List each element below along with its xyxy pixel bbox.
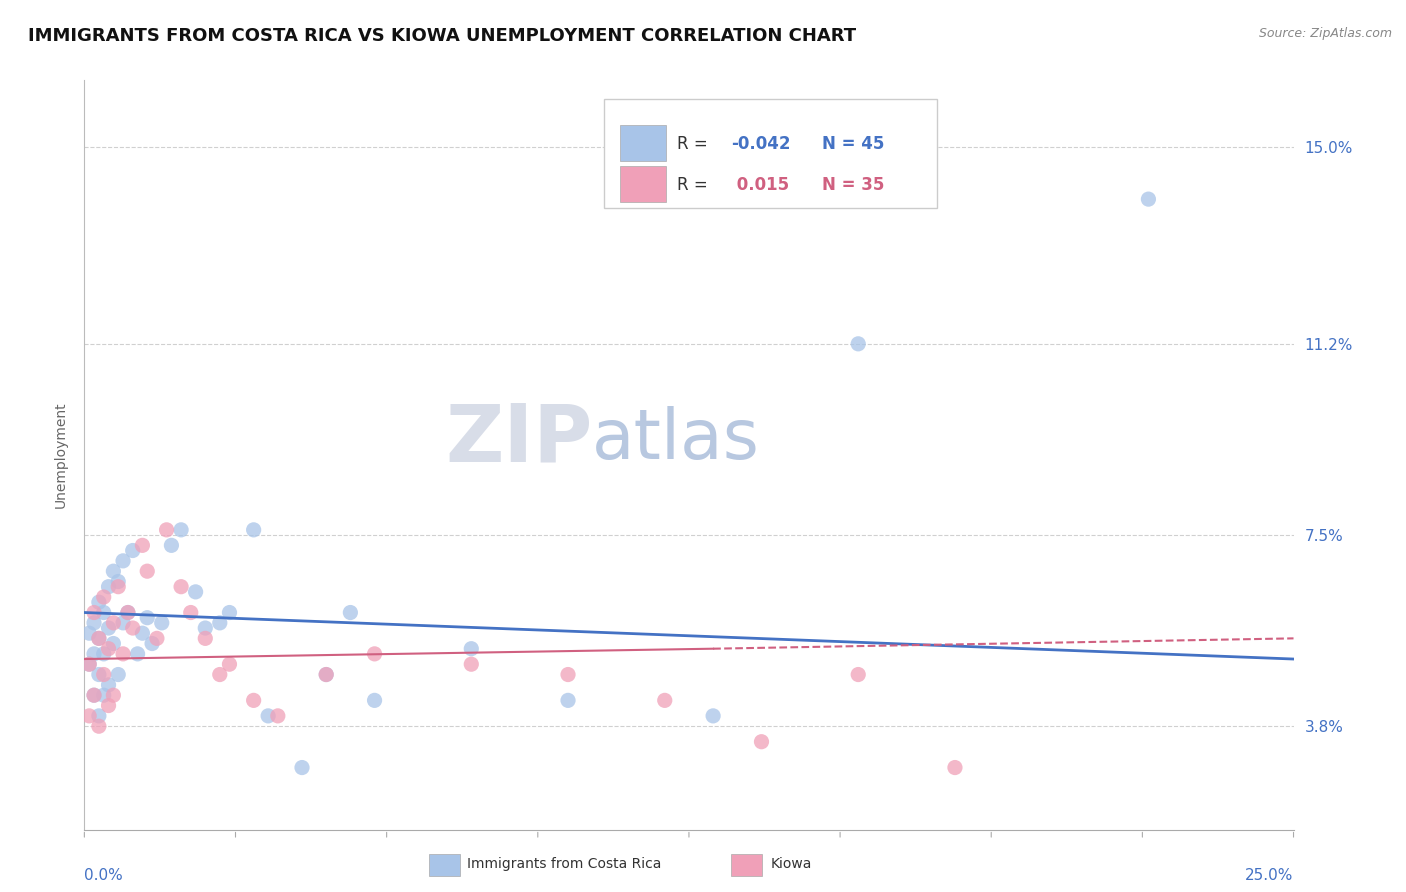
Point [83, 606, 105, 620]
Point [93, 606, 115, 620]
Point [208, 615, 231, 630]
FancyBboxPatch shape [620, 167, 666, 202]
Point [170, 523, 193, 537]
Point [460, 657, 482, 672]
Point [103, 688, 125, 702]
Point [141, 636, 163, 650]
Point [160, 538, 183, 552]
Text: Source: ZipAtlas.com: Source: ZipAtlas.com [1258, 27, 1392, 40]
Text: 0.0%: 0.0% [84, 869, 124, 883]
Point [83, 688, 105, 702]
Point [218, 657, 240, 672]
Y-axis label: Unemployment: Unemployment [53, 401, 67, 508]
Point [87, 632, 110, 646]
Point [87, 667, 110, 681]
Point [315, 667, 337, 681]
Point [146, 632, 169, 646]
Point [339, 606, 361, 620]
Point [136, 564, 159, 578]
Point [77, 626, 100, 640]
Point [87, 632, 110, 646]
Point [218, 606, 240, 620]
Text: N = 35: N = 35 [823, 177, 884, 194]
Point [121, 543, 143, 558]
Point [112, 615, 135, 630]
Point [77, 709, 100, 723]
Text: IMMIGRANTS FROM COSTA RICA VS KIOWA UNEMPLOYMENT CORRELATION CHART: IMMIGRANTS FROM COSTA RICA VS KIOWA UNEM… [28, 27, 856, 45]
Point [93, 667, 115, 681]
Point [131, 538, 153, 552]
Point [77, 657, 100, 672]
Point [267, 709, 290, 723]
Point [97, 678, 120, 692]
Point [131, 626, 153, 640]
Point [363, 693, 385, 707]
Point [751, 735, 773, 749]
Point [194, 632, 217, 646]
Text: ZIP: ZIP [444, 401, 592, 479]
Text: 0.015: 0.015 [731, 177, 789, 194]
Point [93, 590, 115, 604]
Point [87, 719, 110, 733]
Text: R =: R = [676, 177, 713, 194]
Point [112, 647, 135, 661]
Point [557, 693, 579, 707]
Point [242, 693, 264, 707]
Point [83, 688, 105, 702]
Point [208, 667, 231, 681]
Point [103, 564, 125, 578]
Point [257, 709, 280, 723]
Text: 25.0%: 25.0% [1246, 869, 1294, 883]
Point [155, 523, 177, 537]
Point [103, 615, 125, 630]
Point [150, 615, 173, 630]
Point [194, 621, 217, 635]
Point [654, 693, 676, 707]
Point [87, 595, 110, 609]
Text: R =: R = [676, 135, 713, 153]
Point [93, 688, 115, 702]
Point [180, 606, 202, 620]
Point [242, 523, 264, 537]
Point [107, 580, 129, 594]
Point [460, 641, 482, 656]
Point [846, 336, 869, 351]
Point [87, 709, 110, 723]
FancyBboxPatch shape [605, 99, 936, 208]
Point [107, 667, 129, 681]
Text: -0.042: -0.042 [731, 135, 790, 153]
Point [170, 580, 193, 594]
Text: Immigrants from Costa Rica: Immigrants from Costa Rica [467, 857, 661, 871]
Point [97, 621, 120, 635]
Point [702, 709, 724, 723]
Point [117, 606, 139, 620]
Point [97, 698, 120, 713]
Point [103, 636, 125, 650]
Point [93, 647, 115, 661]
Point [77, 657, 100, 672]
Point [97, 641, 120, 656]
Point [117, 606, 139, 620]
Point [846, 667, 869, 681]
Point [112, 554, 135, 568]
Point [184, 585, 207, 599]
Point [97, 580, 120, 594]
Point [315, 667, 337, 681]
Text: atlas: atlas [592, 407, 761, 474]
Point [127, 647, 149, 661]
Point [83, 647, 105, 661]
Point [121, 621, 143, 635]
Text: Kiowa: Kiowa [770, 857, 811, 871]
Point [136, 610, 159, 624]
Point [1137, 192, 1160, 206]
FancyBboxPatch shape [620, 125, 666, 161]
Point [363, 647, 385, 661]
Point [83, 615, 105, 630]
Text: N = 45: N = 45 [823, 135, 884, 153]
Point [557, 667, 579, 681]
Point [943, 760, 966, 774]
Point [291, 760, 314, 774]
Point [107, 574, 129, 589]
